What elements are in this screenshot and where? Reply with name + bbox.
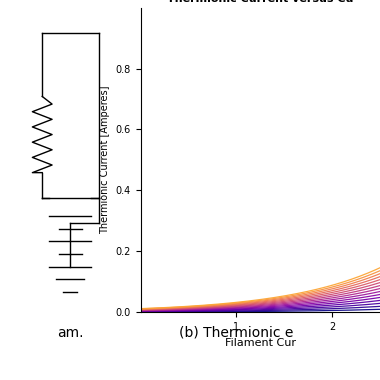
Title: Thermionic Current versus Cu: Thermionic Current versus Cu — [167, 0, 353, 4]
Y-axis label: Thermionic Current [Amperes]: Thermionic Current [Amperes] — [100, 86, 110, 234]
Text: (b) Thermionic e: (b) Thermionic e — [179, 326, 294, 340]
X-axis label: Filament Cur: Filament Cur — [225, 337, 296, 348]
Text: am.: am. — [57, 326, 84, 340]
